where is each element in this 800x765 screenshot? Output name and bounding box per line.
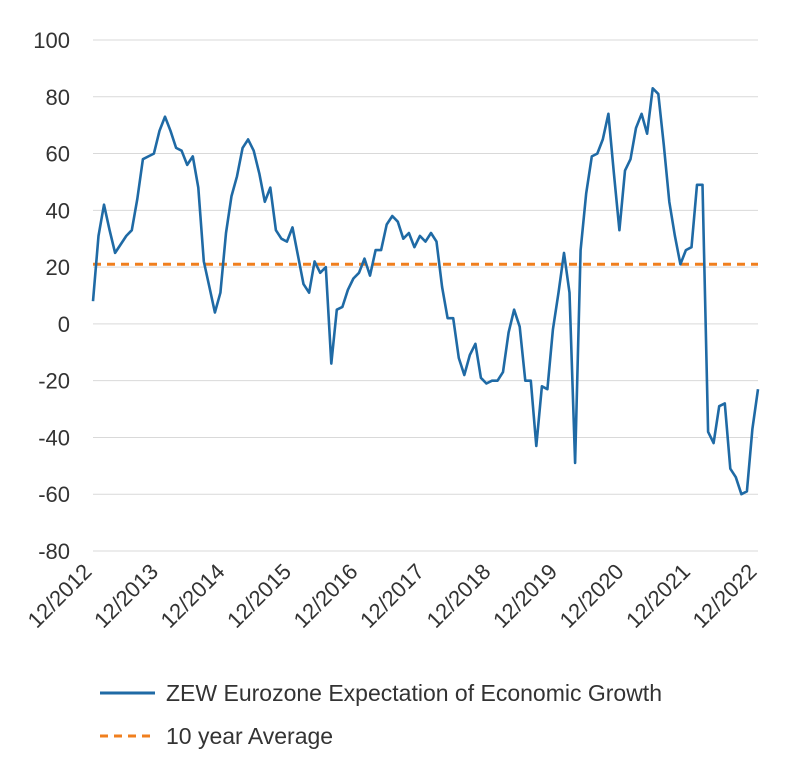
y-tick-label: -20 <box>38 369 70 394</box>
legend-label-average: 10 year Average <box>166 723 333 749</box>
y-tick-label: 100 <box>33 28 70 53</box>
x-tick-label: 12/2014 <box>156 559 230 633</box>
y-tick-label: -80 <box>38 539 70 564</box>
y-tick-label: -60 <box>38 482 70 507</box>
legend-label-zew: ZEW Eurozone Expectation of Economic Gro… <box>166 680 662 706</box>
legend-item-average: 10 year Average <box>100 723 333 749</box>
gridlines <box>93 39 758 552</box>
x-tick-label: 12/2019 <box>488 559 562 633</box>
legend-item-zew: ZEW Eurozone Expectation of Economic Gro… <box>100 680 662 706</box>
x-tick-label: 12/2016 <box>289 559 363 633</box>
y-tick-label: 60 <box>46 142 70 167</box>
x-tick-label: 12/2017 <box>355 559 429 633</box>
zew-series-line <box>91 87 760 496</box>
x-tick-label: 12/2022 <box>688 559 762 633</box>
y-tick-label: 40 <box>46 198 70 223</box>
y-axis-ticks: 100 80 60 40 20 0 -20 -40 -60 -80 <box>33 28 70 564</box>
y-tick-label: 80 <box>46 85 70 110</box>
y-tick-label: -40 <box>38 425 70 450</box>
x-tick-label: 12/2021 <box>621 559 695 633</box>
y-tick-label: 0 <box>58 312 70 337</box>
plot-area <box>91 87 760 496</box>
x-tick-label: 12/2013 <box>89 559 163 633</box>
x-tick-label: 12/2018 <box>422 559 496 633</box>
x-tick-label: 12/2015 <box>222 559 296 633</box>
x-axis-ticks: 12/201212/201312/201412/201512/201612/20… <box>23 559 762 633</box>
x-tick-label: 12/2012 <box>23 559 97 633</box>
legend: ZEW Eurozone Expectation of Economic Gro… <box>100 680 662 749</box>
x-tick-label: 12/2020 <box>555 559 629 633</box>
y-tick-label: 20 <box>46 255 70 280</box>
